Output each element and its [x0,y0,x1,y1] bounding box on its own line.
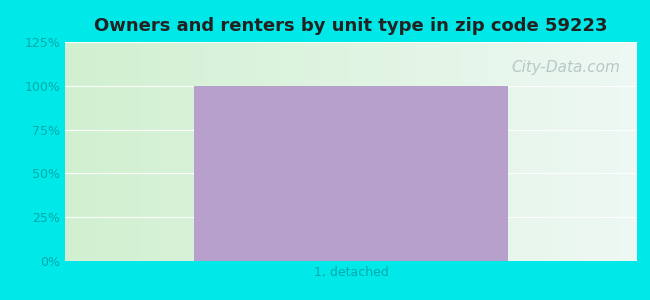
Title: Owners and renters by unit type in zip code 59223: Owners and renters by unit type in zip c… [94,17,608,35]
Text: City-Data.com: City-Data.com [511,59,620,74]
Bar [194,86,508,261]
